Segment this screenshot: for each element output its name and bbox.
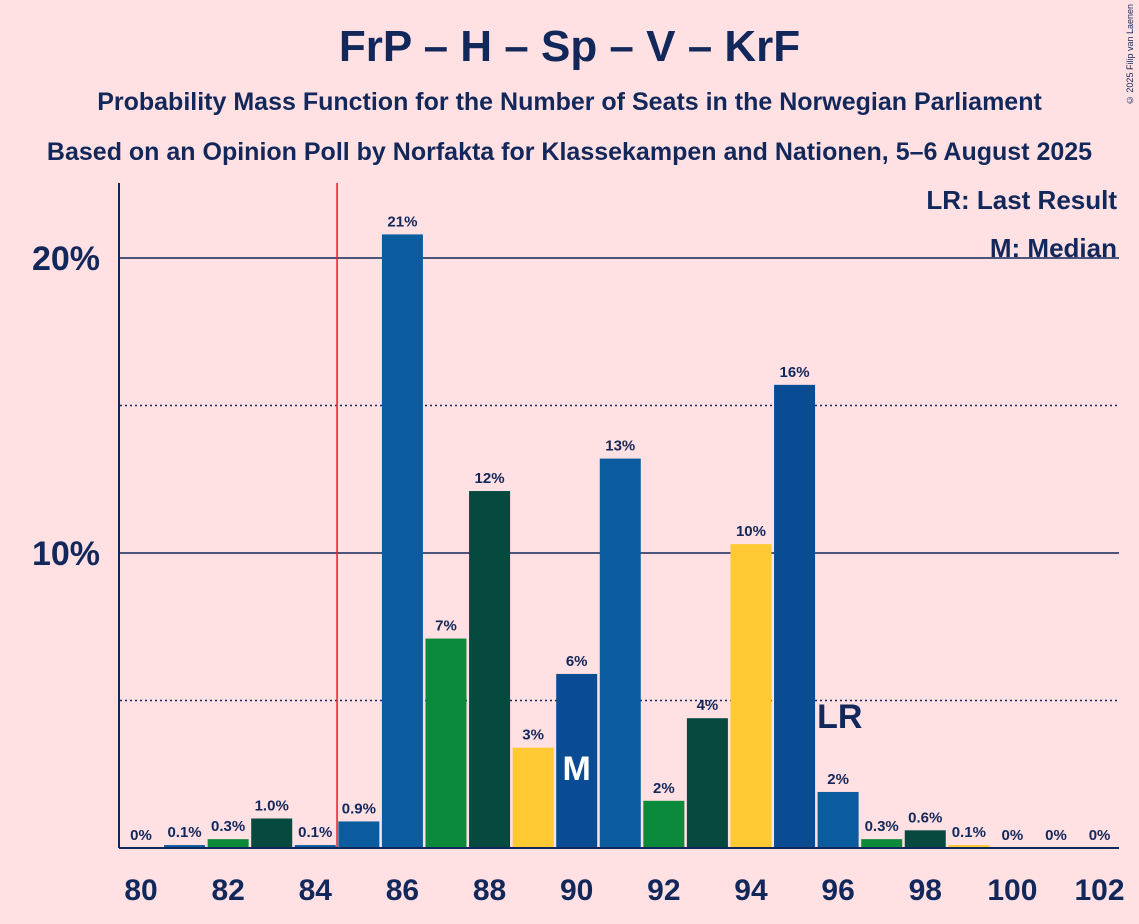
x-tick-label: 80	[124, 874, 157, 907]
chart-subtitle: Probability Mass Function for the Number…	[97, 88, 1042, 116]
bar-data-label: 6%	[566, 653, 588, 670]
x-tick-label: 94	[734, 874, 768, 907]
bar	[207, 839, 249, 848]
y-tick-label: 10%	[32, 535, 100, 573]
x-tick-label: 86	[386, 874, 419, 907]
x-tick-label: 98	[909, 874, 942, 907]
bar	[556, 673, 598, 848]
chart-subtitle-poll: Based on an Opinion Poll by Norfakta for…	[46, 138, 1093, 166]
legend-last-result: LR: Last Result	[926, 185, 1117, 215]
bar	[817, 791, 859, 848]
x-tick-label: 90	[560, 874, 593, 907]
bar-data-label: 3%	[522, 727, 544, 744]
bar	[643, 800, 685, 848]
bar	[948, 845, 990, 848]
bar-data-label: 16%	[780, 364, 810, 381]
bar-data-label: 0.1%	[298, 824, 332, 841]
bar-data-label: 10%	[736, 523, 766, 540]
bar-data-label: 0.6%	[908, 809, 942, 826]
bar	[512, 747, 554, 848]
bar-data-label: 0%	[1089, 827, 1111, 844]
bar	[469, 491, 511, 848]
bar-data-label: 13%	[605, 438, 635, 455]
bar	[338, 821, 380, 848]
y-tick-label: 20%	[32, 240, 100, 278]
bar-data-label: 0%	[130, 827, 152, 844]
bar-data-label: 7%	[435, 618, 457, 635]
x-tick-label: 100	[987, 874, 1037, 907]
bar	[381, 234, 423, 848]
bar-data-label: 2%	[827, 771, 849, 788]
bar-data-label: 0%	[1002, 827, 1024, 844]
bar	[294, 845, 336, 848]
x-tick-label: 96	[821, 874, 854, 907]
bar-data-label: 21%	[387, 213, 417, 230]
x-tick-label: 102	[1075, 874, 1125, 907]
bar-data-label: 0.3%	[211, 818, 245, 835]
bar	[861, 839, 903, 848]
bar-data-label: 0%	[1045, 827, 1067, 844]
bar	[425, 638, 467, 848]
chart-title: FrP – H – Sp – V – KrF	[338, 22, 801, 71]
bar-data-label: 2%	[653, 780, 675, 797]
x-tick-label: 84	[299, 874, 333, 907]
bar	[686, 718, 728, 848]
bar-data-label: 0.3%	[865, 818, 899, 835]
x-tick-label: 82	[211, 874, 244, 907]
bar	[251, 818, 293, 848]
bar	[904, 830, 946, 848]
bar-data-label: 1.0%	[255, 798, 289, 815]
bar	[774, 384, 816, 848]
median-marker: M	[563, 750, 591, 788]
bar-data-label: 0.9%	[342, 800, 376, 817]
x-tick-label: 92	[647, 874, 680, 907]
x-tick-label: 88	[473, 874, 506, 907]
bar	[730, 544, 772, 848]
bar-data-label: 0.1%	[167, 824, 201, 841]
bar-data-label: 0.1%	[952, 824, 986, 841]
bar-data-label: 4%	[697, 697, 719, 714]
last-result-marker: LR	[817, 698, 862, 736]
bar	[599, 458, 641, 848]
bar-data-label: 12%	[475, 470, 505, 487]
bar	[164, 845, 206, 848]
legend-median: M: Median	[990, 233, 1117, 263]
